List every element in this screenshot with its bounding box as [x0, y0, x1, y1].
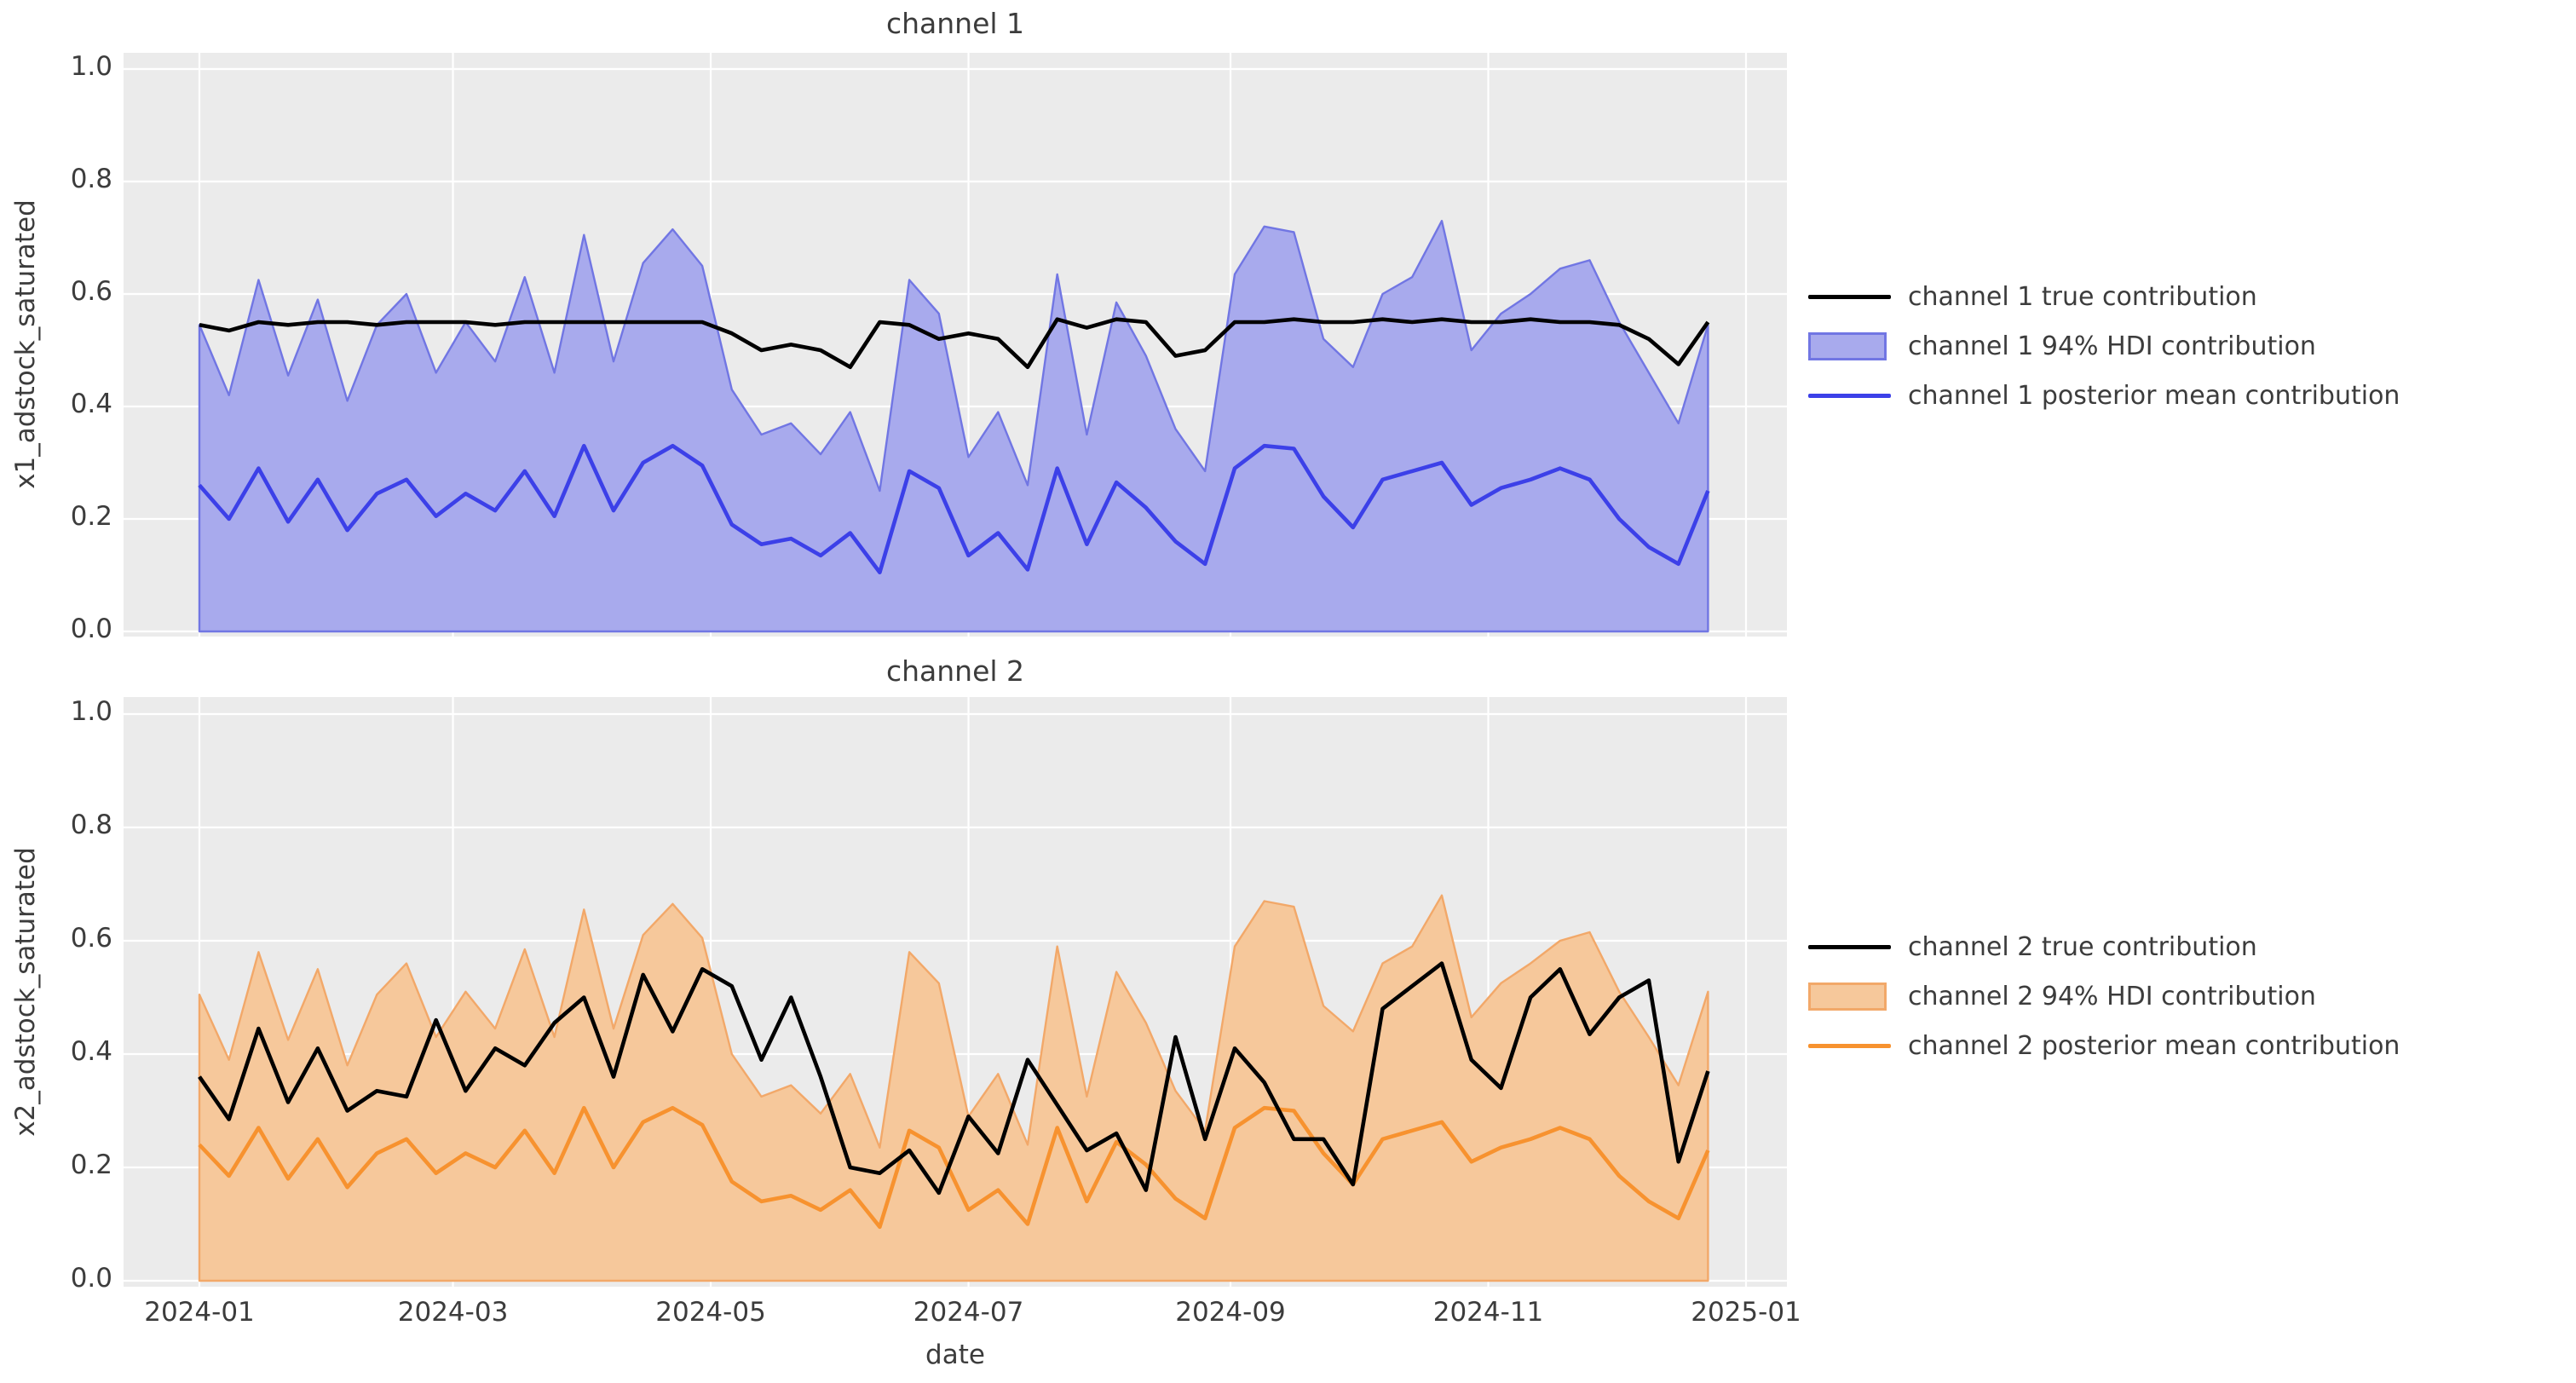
chart1-title: channel 1: [885, 7, 1025, 40]
y-tick-label: 0.8: [70, 164, 112, 194]
legend-label: channel 1 94% HDI contribution: [1908, 331, 2316, 361]
x-tick-label: 2024-05: [655, 1297, 766, 1328]
chart2-y-axis-label: x2_adstock_saturated: [10, 847, 41, 1137]
legend-row: channel 1 94% HDI contribution: [1808, 327, 2400, 366]
x-axis-label: date: [925, 1340, 985, 1370]
y-tick-label: 0.0: [70, 1263, 112, 1294]
posterior-mean-line-legend-icon: [1808, 394, 1891, 398]
legend-row: channel 1 posterior mean contribution: [1808, 377, 2400, 415]
x-tick-label: 2024-07: [913, 1297, 1024, 1328]
legend-row: channel 1 true contribution: [1808, 278, 2400, 316]
legend-row: channel 2 posterior mean contribution: [1808, 1027, 2400, 1065]
x-tick-label: 2024-09: [1175, 1297, 1286, 1328]
y-tick-label: 1.0: [70, 696, 112, 727]
legend-label: channel 2 true contribution: [1908, 932, 2257, 962]
true-line-legend-icon: [1808, 945, 1891, 949]
y-tick-label: 0.0: [70, 614, 112, 644]
y-tick-label: 0.6: [70, 923, 112, 954]
true-line-ch2: [198, 961, 1710, 1196]
y-tick-label: 0.4: [70, 1036, 112, 1067]
chart2-legend: channel 2 true contribution channel 2 94…: [1808, 928, 2400, 1065]
hdi-band-legend-icon: [1808, 332, 1891, 360]
x-tick-label: 2024-11: [1432, 1297, 1544, 1328]
hdi-band-ch2: [198, 894, 1709, 1282]
y-tick-label: 0.8: [70, 810, 112, 840]
y-tick-label: 0.2: [70, 501, 112, 532]
posterior-mean-line-ch1: [198, 443, 1710, 574]
legend-label: channel 1 true contribution: [1908, 282, 2257, 312]
y-tick-label: 1.0: [70, 51, 112, 82]
true-line-ch1: [199, 317, 1710, 370]
true-line-legend-icon: [1808, 295, 1891, 299]
chart1-y-axis-label: x1_adstock_saturated: [10, 199, 41, 489]
posterior-mean-line-ch2: [198, 1105, 1710, 1230]
y-tick-label: 0.6: [70, 276, 112, 307]
x-tick-label: 2025-01: [1691, 1297, 1801, 1328]
chart2-title: channel 2: [885, 654, 1025, 688]
legend-label: channel 2 posterior mean contribution: [1908, 1031, 2400, 1061]
x-tick-label: 2024-03: [397, 1297, 509, 1328]
hdi-band-legend-icon: [1808, 983, 1891, 1011]
legend-row: channel 2 94% HDI contribution: [1808, 977, 2400, 1016]
y-tick-label: 0.2: [70, 1150, 112, 1180]
chart1-legend: channel 1 true contribution channel 1 94…: [1808, 278, 2400, 415]
legend-label: channel 2 94% HDI contribution: [1908, 982, 2316, 1011]
posterior-mean-line-legend-icon: [1808, 1044, 1891, 1048]
y-tick-label: 0.4: [70, 389, 112, 419]
legend-label: channel 1 posterior mean contribution: [1908, 381, 2400, 411]
legend-row: channel 2 true contribution: [1808, 928, 2400, 966]
x-tick-label: 2024-01: [144, 1297, 255, 1328]
